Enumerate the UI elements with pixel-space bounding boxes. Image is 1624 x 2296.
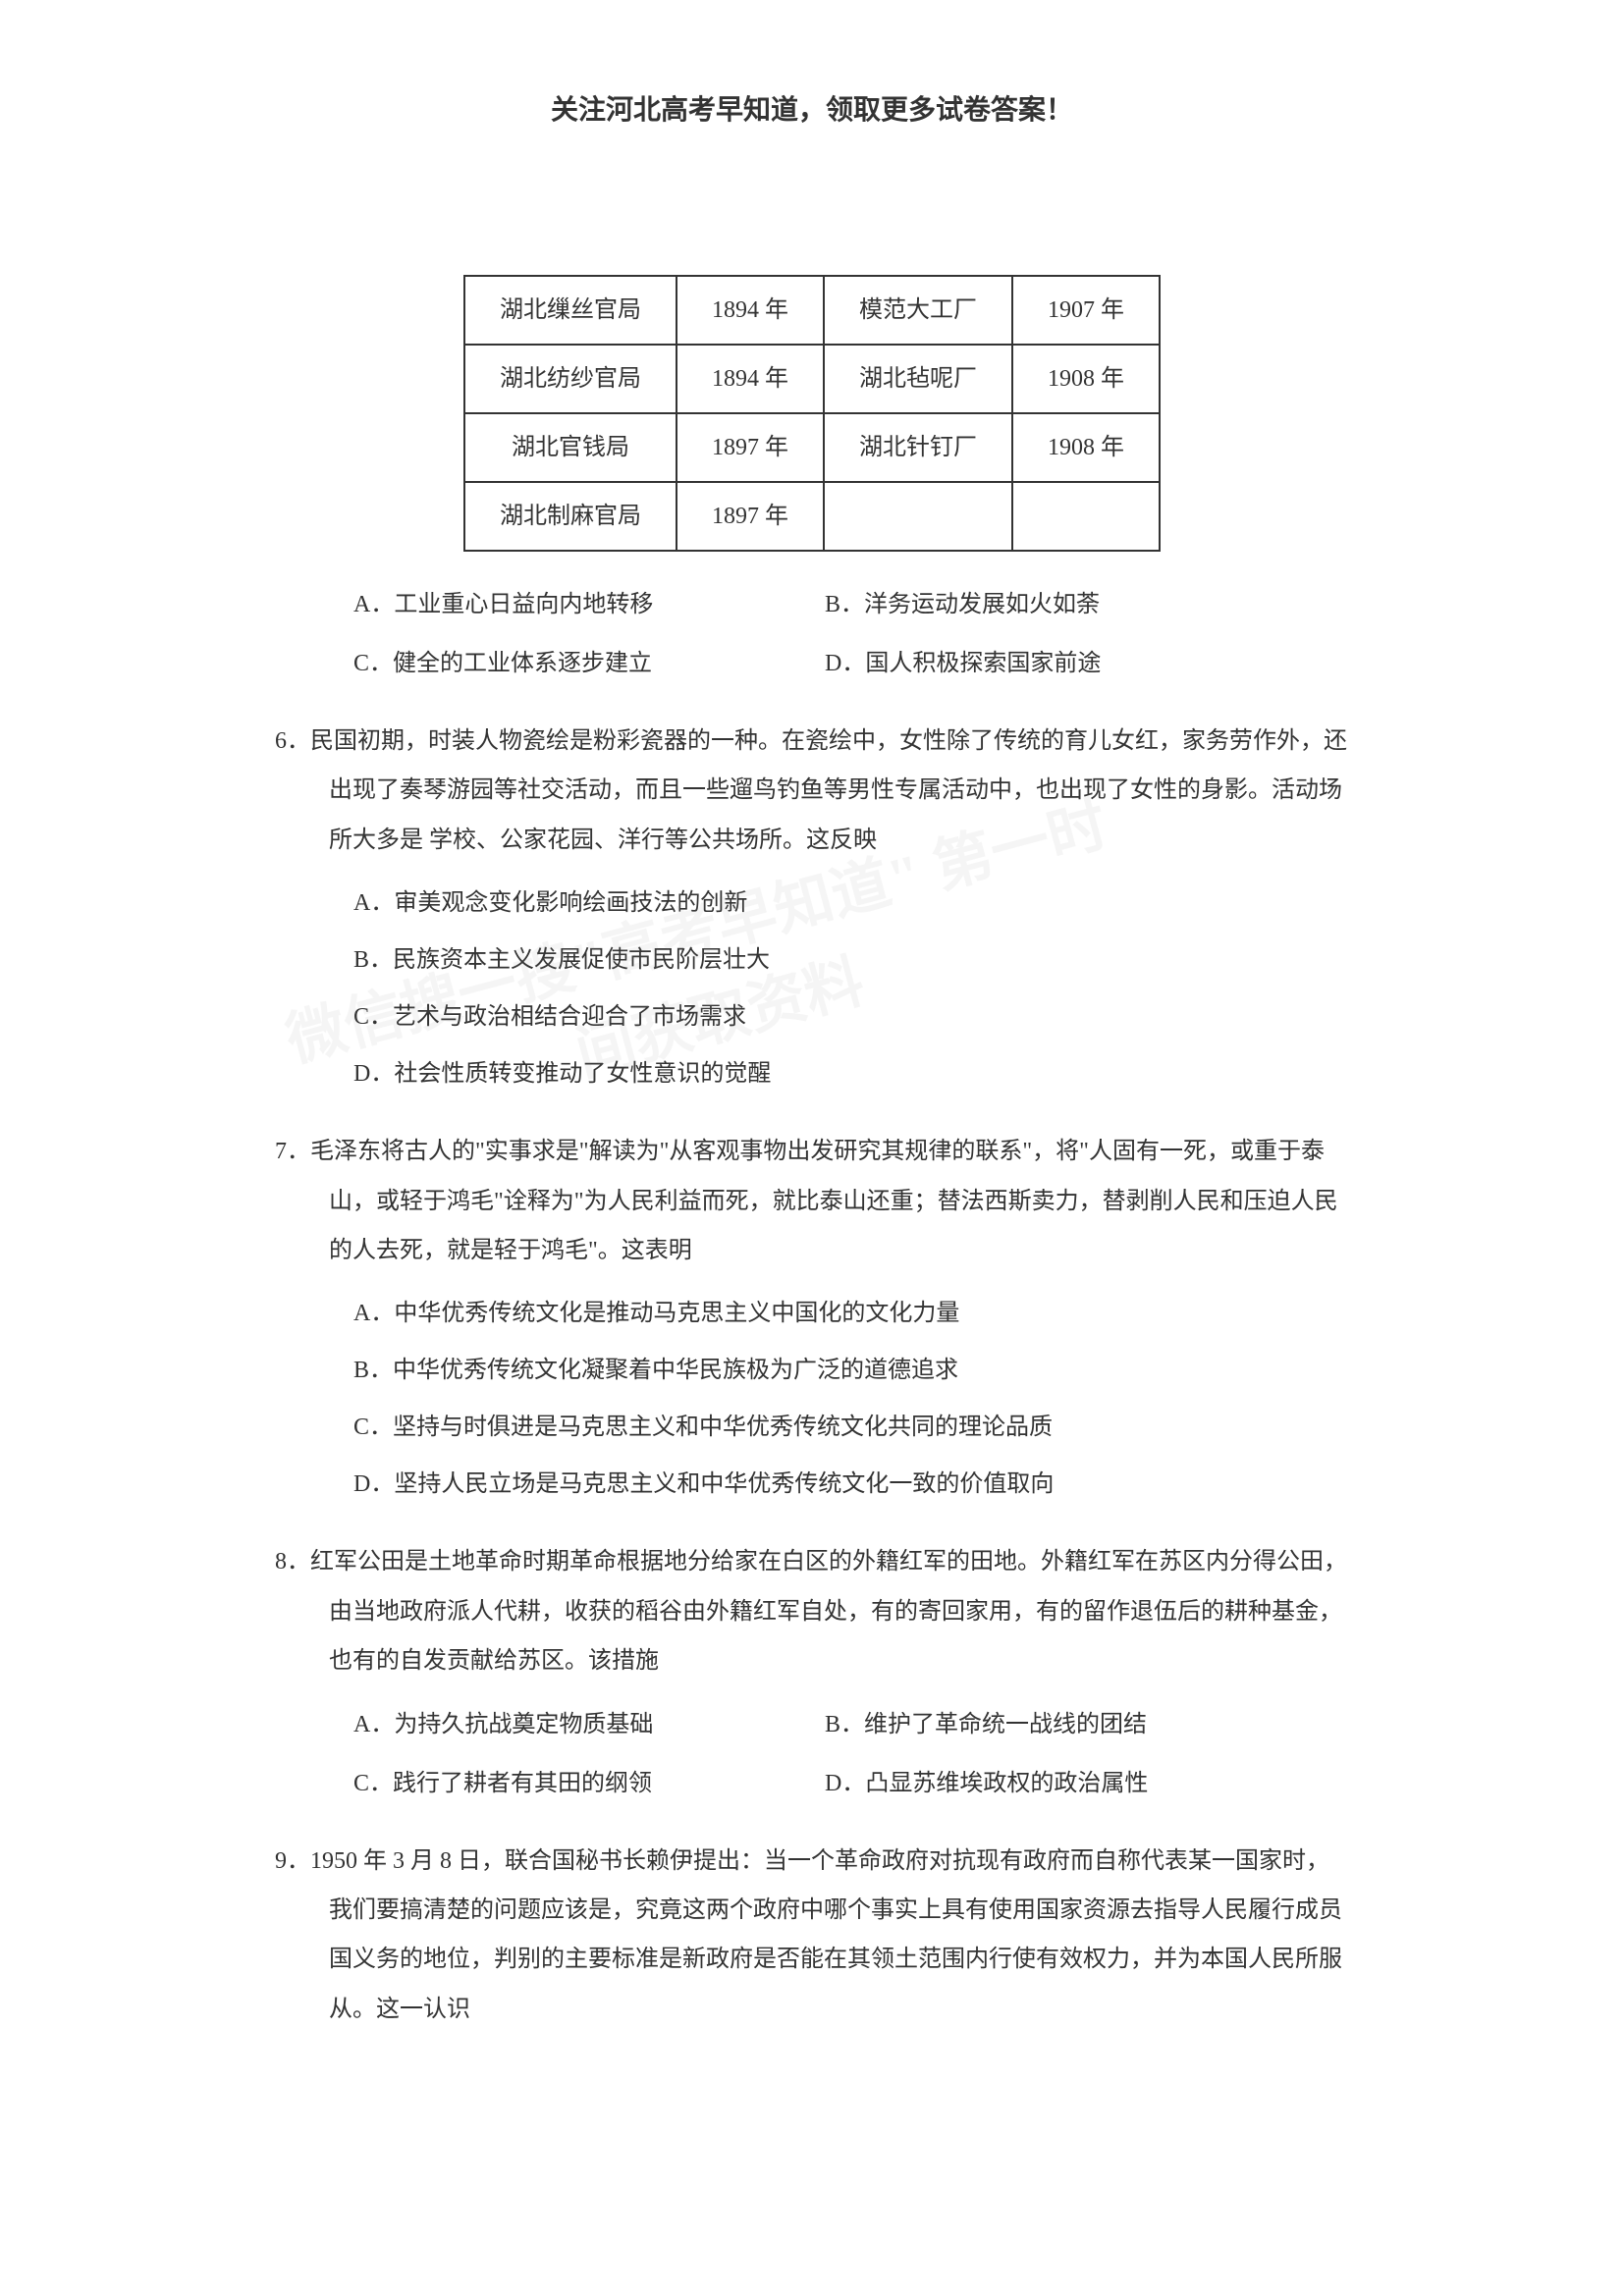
option-d: D．凸显苏维埃政权的政治属性	[825, 1760, 1296, 1807]
table-cell: 1894 年	[677, 276, 824, 345]
table-row: 湖北缫丝官局 1894 年 模范大工厂 1907 年	[464, 276, 1160, 345]
option-c: C．健全的工业体系逐步建立	[353, 640, 825, 687]
question-8: 8．红军公田是土地革命时期革命根据地分给家在白区的外籍红军的田地。外籍红军在苏区…	[275, 1537, 1349, 1806]
question-text: 8．红军公田是土地革命时期革命根据地分给家在白区的外籍红军的田地。外籍红军在苏区…	[275, 1537, 1349, 1685]
header-title: 关注河北高考早知道，领取更多试卷答案！	[551, 95, 1073, 126]
data-table: 湖北缫丝官局 1894 年 模范大工厂 1907 年 湖北纺纱官局 1894 年…	[463, 275, 1161, 552]
option-b: B．中华优秀传统文化凝聚着中华民族极为广泛的道德追求	[275, 1347, 1349, 1394]
option-a: A．为持久抗战奠定物质基础	[353, 1701, 825, 1748]
table-cell: 湖北毡呢厂	[824, 345, 1012, 413]
option-b: B．洋务运动发展如火如荼	[825, 581, 1296, 628]
question-5-options: A．工业重心日益向内地转移 B．洋务运动发展如火如荼 C．健全的工业体系逐步建立…	[275, 581, 1349, 687]
option-a: A．中华优秀传统文化是推动马克思主义中国化的文化力量	[275, 1290, 1349, 1337]
table-cell: 1897 年	[677, 482, 824, 551]
options-row: C．践行了耕者有其田的纲领 D．凸显苏维埃政权的政治属性	[275, 1760, 1349, 1807]
table-cell: 1908 年	[1012, 413, 1160, 482]
option-b: B．维护了革命统一战线的团结	[825, 1701, 1296, 1748]
table-cell: 1907 年	[1012, 276, 1160, 345]
option-c: C．艺术与政治相结合迎合了市场需求	[275, 993, 1349, 1041]
question-9: 9．1950 年 3 月 8 日，联合国秘书长赖伊提出：当一个革命政府对抗现有政…	[275, 1837, 1349, 2035]
option-d: D．国人积极探索国家前途	[825, 640, 1296, 687]
table-row: 湖北官钱局 1897 年 湖北针钉厂 1908 年	[464, 413, 1160, 482]
option-c: C．践行了耕者有其田的纲领	[353, 1760, 825, 1807]
table-cell: 湖北缫丝官局	[464, 276, 677, 345]
table-cell: 1897 年	[677, 413, 824, 482]
table-cell: 湖北纺纱官局	[464, 345, 677, 413]
table-cell	[1012, 482, 1160, 551]
question-6: 6．民国初期，时装人物瓷绘是粉彩瓷器的一种。在瓷绘中，女性除了传统的育儿女红，家…	[275, 717, 1349, 1097]
options-row: A．为持久抗战奠定物质基础 B．维护了革命统一战线的团结	[275, 1701, 1349, 1748]
question-text: 7．毛泽东将古人的"实事求是"解读为"从客观事物出发研究其规律的联系"，将"人固…	[275, 1127, 1349, 1275]
table-row: 湖北纺纱官局 1894 年 湖北毡呢厂 1908 年	[464, 345, 1160, 413]
table-cell: 湖北官钱局	[464, 413, 677, 482]
option-d: D．社会性质转变推动了女性意识的觉醒	[275, 1050, 1349, 1097]
question-text: 9．1950 年 3 月 8 日，联合国秘书长赖伊提出：当一个革命政府对抗现有政…	[275, 1837, 1349, 2035]
option-d: D．坚持人民立场是马克思主义和中华优秀传统文化一致的价值取向	[275, 1461, 1349, 1508]
question-7: 7．毛泽东将古人的"实事求是"解读为"从客观事物出发研究其规律的联系"，将"人固…	[275, 1127, 1349, 1508]
table-cell: 湖北针钉厂	[824, 413, 1012, 482]
table-row: 湖北制麻官局 1897 年	[464, 482, 1160, 551]
options-row: C．健全的工业体系逐步建立 D．国人积极探索国家前途	[275, 640, 1349, 687]
table-cell: 模范大工厂	[824, 276, 1012, 345]
option-c: C．坚持与时俱进是马克思主义和中华优秀传统文化共同的理论品质	[275, 1404, 1349, 1451]
option-a: A．工业重心日益向内地转移	[353, 581, 825, 628]
content-area: 湖北缫丝官局 1894 年 模范大工厂 1907 年 湖北纺纱官局 1894 年…	[0, 128, 1624, 2034]
table-cell: 湖北制麻官局	[464, 482, 677, 551]
table-cell	[824, 482, 1012, 551]
table-cell: 1894 年	[677, 345, 824, 413]
option-a: A．审美观念变化影响绘画技法的创新	[275, 880, 1349, 927]
options-row: A．工业重心日益向内地转移 B．洋务运动发展如火如荼	[275, 581, 1349, 628]
question-text: 6．民国初期，时装人物瓷绘是粉彩瓷器的一种。在瓷绘中，女性除了传统的育儿女红，家…	[275, 717, 1349, 865]
table-cell: 1908 年	[1012, 345, 1160, 413]
page-header: 关注河北高考早知道，领取更多试卷答案！	[0, 0, 1624, 128]
option-b: B．民族资本主义发展促使市民阶层壮大	[275, 936, 1349, 984]
